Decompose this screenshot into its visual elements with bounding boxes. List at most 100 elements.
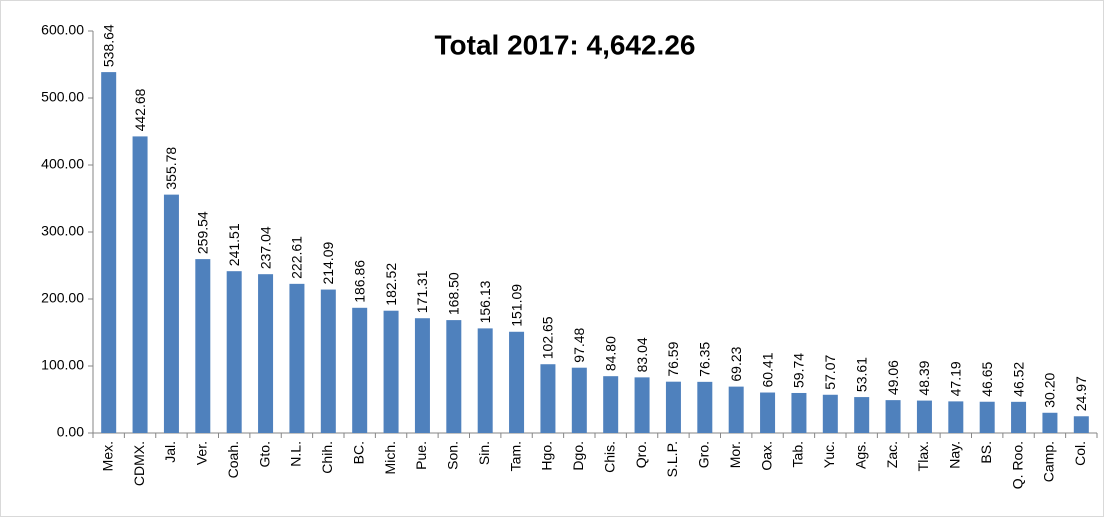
bar — [289, 283, 305, 433]
value-label: 46.65 — [979, 361, 995, 396]
x-tick-label: CDMX. — [131, 441, 147, 486]
x-tick-label: Chih. — [319, 441, 335, 474]
bar — [634, 377, 650, 433]
x-tick-label: Coah. — [225, 441, 241, 478]
bar — [822, 394, 838, 433]
bar — [697, 381, 713, 433]
value-label: 60.41 — [759, 352, 775, 387]
x-tick-label: BS. — [978, 441, 994, 464]
bar — [540, 364, 556, 433]
bar — [383, 310, 399, 433]
value-label: 48.39 — [916, 360, 932, 395]
bar — [320, 289, 336, 433]
value-label: 46.52 — [1010, 362, 1026, 397]
x-tick-label: Ver. — [194, 441, 210, 465]
value-label: 97.48 — [571, 327, 587, 362]
x-tick-label: Zac. — [884, 441, 900, 468]
value-label: 156.13 — [477, 280, 493, 323]
value-label: 355.78 — [163, 147, 179, 190]
bar — [791, 392, 807, 433]
y-tick-label: 500.00 — [41, 89, 84, 105]
bar — [1042, 412, 1058, 433]
y-tick-label: 100.00 — [41, 357, 84, 373]
bar — [258, 274, 274, 433]
value-label: 57.07 — [822, 355, 838, 390]
value-label: 76.59 — [665, 341, 681, 376]
bar — [101, 72, 117, 433]
x-tick-label: Jal. — [162, 441, 178, 463]
x-tick-label: Yuc. — [821, 441, 837, 468]
value-label: 259.54 — [195, 211, 211, 254]
x-tick-label: Gro. — [696, 441, 712, 468]
x-tick-label: Mich. — [382, 441, 398, 474]
bar — [979, 401, 995, 433]
x-tick-label: Tam. — [507, 441, 523, 471]
bar — [948, 401, 964, 433]
value-label: 171.31 — [414, 270, 430, 313]
y-tick-label: 0.00 — [57, 424, 84, 440]
value-label: 442.68 — [132, 88, 148, 131]
bar — [885, 400, 901, 433]
bar — [728, 386, 744, 433]
chart-title: Total 2017: 4,642.26 — [435, 29, 696, 60]
bar — [195, 259, 211, 433]
value-label: 538.64 — [100, 24, 116, 67]
bar — [571, 367, 587, 433]
x-tick-label: Chis. — [601, 441, 617, 473]
x-tick-label: Col. — [1072, 441, 1088, 466]
x-tick-label: Oax. — [758, 441, 774, 471]
x-tick-label: Tab. — [790, 441, 806, 467]
value-label: 83.04 — [634, 337, 650, 372]
value-label: 30.20 — [1042, 373, 1058, 408]
bar — [665, 381, 681, 433]
bar — [132, 136, 148, 433]
y-tick-label: 200.00 — [41, 290, 84, 306]
value-label: 84.80 — [602, 336, 618, 371]
value-label: 214.09 — [320, 242, 336, 285]
value-label: 69.23 — [728, 346, 744, 381]
value-label: 24.97 — [1073, 376, 1089, 411]
y-tick-label: 400.00 — [41, 156, 84, 172]
x-tick-label: N.L. — [288, 441, 304, 467]
bar — [854, 397, 870, 433]
value-label: 237.04 — [257, 226, 273, 269]
bar — [414, 318, 430, 433]
x-tick-label: Dgo. — [570, 441, 586, 471]
x-tick-label: Mor. — [727, 441, 743, 468]
value-label: 186.86 — [351, 260, 367, 303]
bar — [509, 331, 525, 433]
bar — [760, 392, 776, 433]
x-tick-label: S.L.P. — [664, 441, 680, 477]
value-label: 182.52 — [383, 263, 399, 306]
x-tick-label: Gto. — [256, 441, 272, 467]
x-tick-label: Pue. — [413, 441, 429, 470]
x-tick-label: Mex. — [99, 441, 115, 471]
value-label: 47.19 — [948, 361, 964, 396]
bar — [226, 271, 242, 433]
value-label: 241.51 — [226, 223, 242, 266]
x-tick-label: Son. — [445, 441, 461, 470]
y-tick-label: 300.00 — [41, 223, 84, 239]
bar — [916, 400, 932, 433]
bar — [603, 376, 619, 433]
bar — [1073, 416, 1089, 433]
value-label: 151.09 — [508, 284, 524, 327]
x-tick-label: Ags. — [852, 441, 868, 469]
x-tick-label: Q. Roo. — [1009, 441, 1025, 489]
x-tick-label: Camp. — [1041, 441, 1057, 482]
bar — [352, 307, 368, 433]
y-tick-label: 600.00 — [41, 22, 84, 38]
value-label: 222.61 — [289, 236, 305, 279]
x-tick-label: Nay. — [947, 441, 963, 469]
value-label: 102.65 — [540, 316, 556, 359]
x-tick-label: BC. — [350, 441, 366, 464]
bar — [1011, 401, 1027, 433]
value-label: 59.74 — [791, 353, 807, 388]
value-label: 168.50 — [446, 272, 462, 315]
bar — [477, 328, 493, 433]
x-tick-label: Qro. — [633, 441, 649, 468]
value-label: 76.35 — [697, 342, 713, 377]
bar — [163, 194, 179, 433]
value-label: 49.06 — [885, 360, 901, 395]
